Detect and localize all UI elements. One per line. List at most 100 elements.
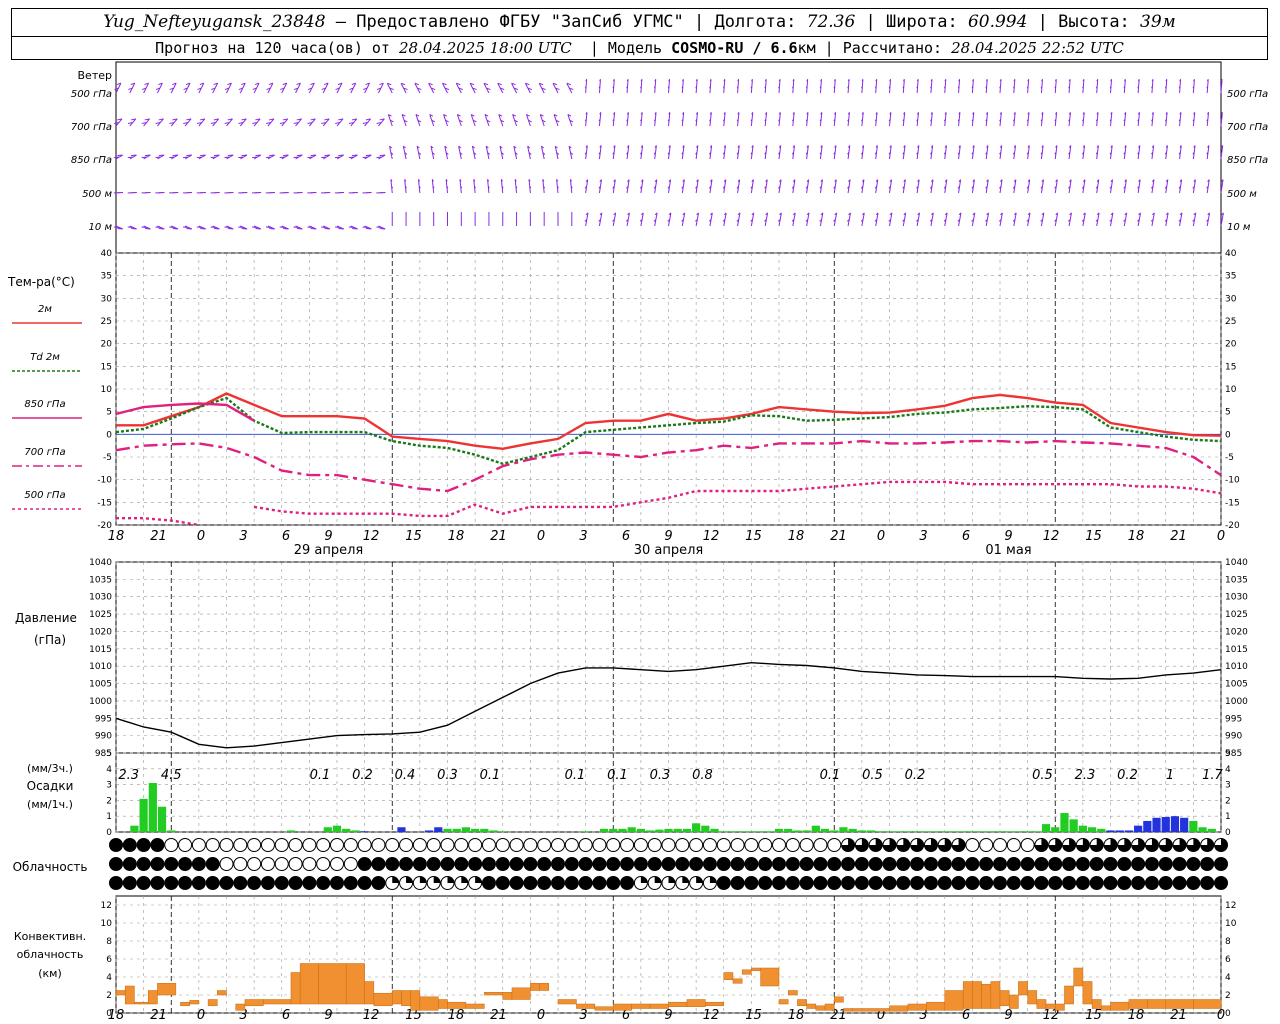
wind-barb <box>709 78 712 94</box>
forecast-label: Прогноз на 120 часа(ов) от <box>155 39 390 57</box>
wind-barb <box>584 212 589 227</box>
wind-barb <box>238 225 248 230</box>
wind-barb <box>238 118 247 127</box>
cloud-symbol <box>537 876 552 890</box>
cloud-symbol <box>247 876 262 890</box>
time-tick-label: 15 <box>745 529 762 544</box>
temp-ytick-right: -5 <box>1225 453 1234 463</box>
wind-barb <box>445 179 449 194</box>
prec-ytick-left: 1 <box>106 812 112 822</box>
conv-cloud-bar <box>760 967 780 987</box>
precip-bar <box>1023 831 1032 832</box>
precip-bar <box>1078 825 1087 832</box>
conv-ytick-right: 4 <box>1225 973 1231 983</box>
cloud-symbol <box>426 857 441 871</box>
conv-cloud-bar <box>1128 999 1148 1009</box>
cloud-symbol <box>191 857 206 871</box>
model-unit: км <box>797 39 816 57</box>
conv-ytick-left: 2 <box>106 991 112 1001</box>
wind-barb <box>1081 145 1086 160</box>
time-tick-label-bottom: 21 <box>490 1008 507 1023</box>
conv-cloud-bar <box>668 1001 688 1007</box>
pres-ytick-left: 1015 <box>89 645 112 655</box>
cloud-symbol <box>785 857 800 871</box>
precip-unit-3h: (мм/3ч.) <box>27 762 73 775</box>
wind-barb <box>1178 179 1183 194</box>
wind-barb <box>847 145 851 160</box>
cloud-symbol <box>426 838 441 852</box>
cloud-symbol <box>1020 838 1035 852</box>
cloud-symbol <box>274 857 289 871</box>
temp-ytick-left: 15 <box>101 362 112 372</box>
pres-ytick-right: 1010 <box>1225 662 1248 672</box>
conv-cloud-bar <box>990 981 1001 1009</box>
wind-barb <box>653 78 657 94</box>
wind-barb <box>971 145 975 160</box>
wind-barb <box>943 145 947 160</box>
wind-barb <box>736 212 741 227</box>
cloud-symbol <box>854 857 869 871</box>
precip-bar <box>1097 828 1106 832</box>
precip-bar <box>167 830 176 832</box>
cloud-symbol <box>537 838 552 852</box>
wind-barb <box>362 82 371 94</box>
cloud-symbol-fill <box>447 876 454 883</box>
cloud-symbol <box>882 857 897 871</box>
cloud-symbol <box>219 857 234 871</box>
wind-barb <box>500 179 504 194</box>
wind-barb <box>1109 145 1113 160</box>
wind-barb <box>553 114 560 127</box>
precip-bar <box>940 831 949 832</box>
conv-cloud-bar <box>751 967 761 971</box>
time-tick-label-bottom: 18 <box>1128 1008 1145 1023</box>
temp-series-1 <box>115 396 1222 466</box>
time-tick-label: 3 <box>919 529 927 544</box>
wind-barb <box>114 82 122 94</box>
wind-barb <box>334 225 345 230</box>
wind-barb <box>791 212 796 227</box>
temp-ytick-left: -10 <box>97 476 112 486</box>
conv-ytick-left: 6 <box>106 955 112 965</box>
wind-barb <box>1123 179 1127 194</box>
conv-cloud-bar <box>843 1008 853 1012</box>
wind-barb <box>1040 112 1044 127</box>
wind-barb <box>321 225 331 230</box>
wind-level-label: 850 гПа <box>71 155 112 166</box>
wind-barb <box>252 118 261 127</box>
conv-cloud-bar <box>263 999 292 1005</box>
cloud-symbol <box>937 876 952 890</box>
wind-barb <box>985 145 989 160</box>
cloud-symbol <box>620 876 635 890</box>
prec-ytick-left: 4 <box>106 765 112 775</box>
wind-barb <box>791 145 796 160</box>
cloud-symbol <box>813 876 828 890</box>
conv-cloud-bar <box>962 981 973 1009</box>
wind-barb <box>483 82 491 94</box>
conv-cloud-bar <box>576 1003 596 1009</box>
cloud-symbol <box>592 857 607 871</box>
wind-barb <box>805 212 810 227</box>
temp-ytick-left: 0 <box>106 430 112 440</box>
precip-total-label: 2.3 <box>1075 768 1096 783</box>
pressure-line <box>115 661 1222 749</box>
cloud-symbol <box>578 857 593 871</box>
conv-cloud-bar <box>686 999 706 1007</box>
cloud-symbol-fill <box>924 838 938 852</box>
wind-barb <box>417 179 421 194</box>
conv-cloud-bar <box>447 1001 467 1009</box>
wind-barb <box>1082 112 1085 127</box>
conv-cloud-bar <box>1165 999 1194 1009</box>
wind-barb <box>1137 212 1142 227</box>
cloud-symbol <box>357 876 372 890</box>
cloud-symbol <box>910 876 925 890</box>
cloud-symbol <box>274 876 289 890</box>
wind-barb <box>169 154 179 160</box>
conv-ytick-right: 10 <box>1225 919 1237 929</box>
time-tick-label-bottom: 9 <box>324 1008 332 1023</box>
wind-barb <box>1164 78 1168 94</box>
wind-barb <box>1040 78 1043 94</box>
cloud-symbol <box>675 857 690 871</box>
wind-barb <box>141 225 151 230</box>
conv-cloud-bar <box>530 983 540 991</box>
wind-barb <box>511 82 519 94</box>
